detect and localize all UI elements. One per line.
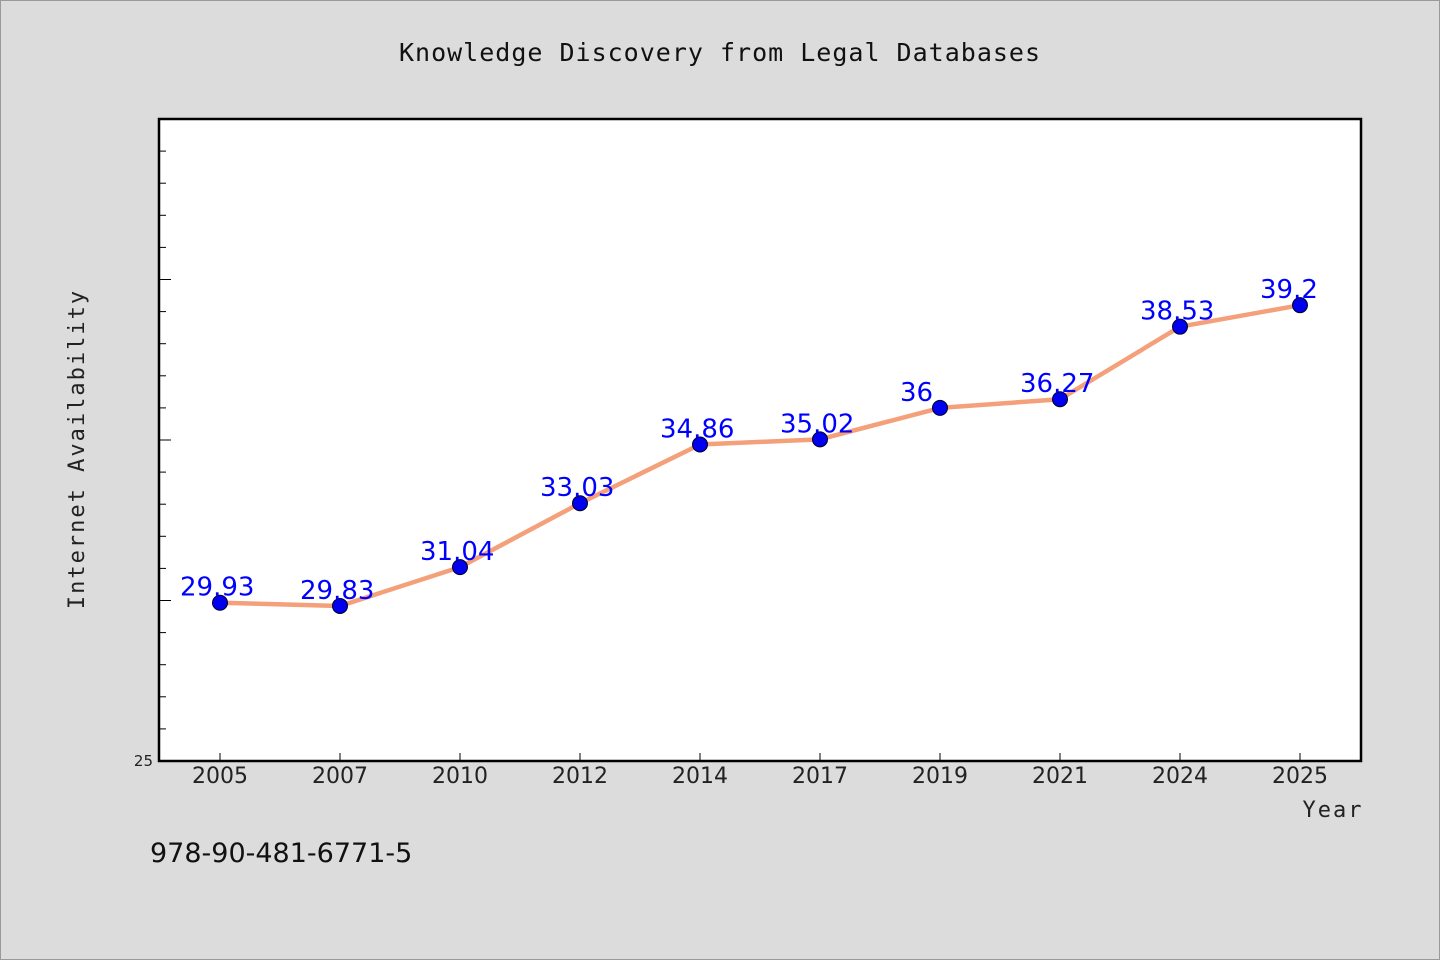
x-tick-label: 2007 <box>312 764 368 789</box>
data-label: 33.03 <box>540 473 614 503</box>
series-layer <box>212 297 1308 614</box>
data-label: 31.04 <box>420 537 494 567</box>
data-labels: 29.93 29.83 31.04 33.03 34.86 35.02 36 36.27 38.… <box>180 275 1318 606</box>
x-tick-label: 2019 <box>912 764 968 789</box>
x-tick-label: 2021 <box>1032 764 1088 789</box>
x-axis-label: Year <box>1303 798 1364 823</box>
data-point <box>692 436 708 453</box>
data-point <box>812 431 828 448</box>
y-axis-label: Internet Availability <box>65 289 90 609</box>
data-label: 36.27 <box>1020 369 1094 399</box>
data-label: 35.02 <box>780 409 854 439</box>
data-point <box>1052 391 1068 408</box>
x-tick-label: 2010 <box>432 764 488 789</box>
plot-border <box>157 117 1363 763</box>
x-tick-label: 2005 <box>192 764 248 789</box>
data-point <box>1292 297 1308 314</box>
data-label: 36 <box>900 378 933 408</box>
x-tick-label: 2025 <box>1272 764 1328 789</box>
x-tick-label: 2024 <box>1152 764 1208 789</box>
x-tick-label: 2014 <box>672 764 728 789</box>
data-label: 39.2 <box>1260 275 1318 305</box>
data-point <box>1172 318 1188 335</box>
isbn-annotation: 978-90-481-6771-5 <box>150 838 412 869</box>
series-line <box>217 302 1303 609</box>
chart-title: Knowledge Discovery from Legal Databases <box>399 38 1041 67</box>
data-label: 29.93 <box>180 573 254 603</box>
data-label: 38.53 <box>1140 297 1214 327</box>
x-tick-label: 2012 <box>552 764 608 789</box>
data-label: 29.83 <box>300 576 374 606</box>
data-point <box>452 559 468 576</box>
x-axis-ticks: 2005 2007 2010 2012 2014 2017 2019 2021 2024 2025 <box>192 753 1328 789</box>
x-tick-label: 2017 <box>792 764 848 789</box>
data-point <box>212 594 228 611</box>
data-label: 34.86 <box>660 414 734 444</box>
data-point <box>572 495 588 512</box>
data-point <box>932 399 948 416</box>
data-point <box>332 597 348 614</box>
y-tick-label: 25 <box>134 752 153 770</box>
